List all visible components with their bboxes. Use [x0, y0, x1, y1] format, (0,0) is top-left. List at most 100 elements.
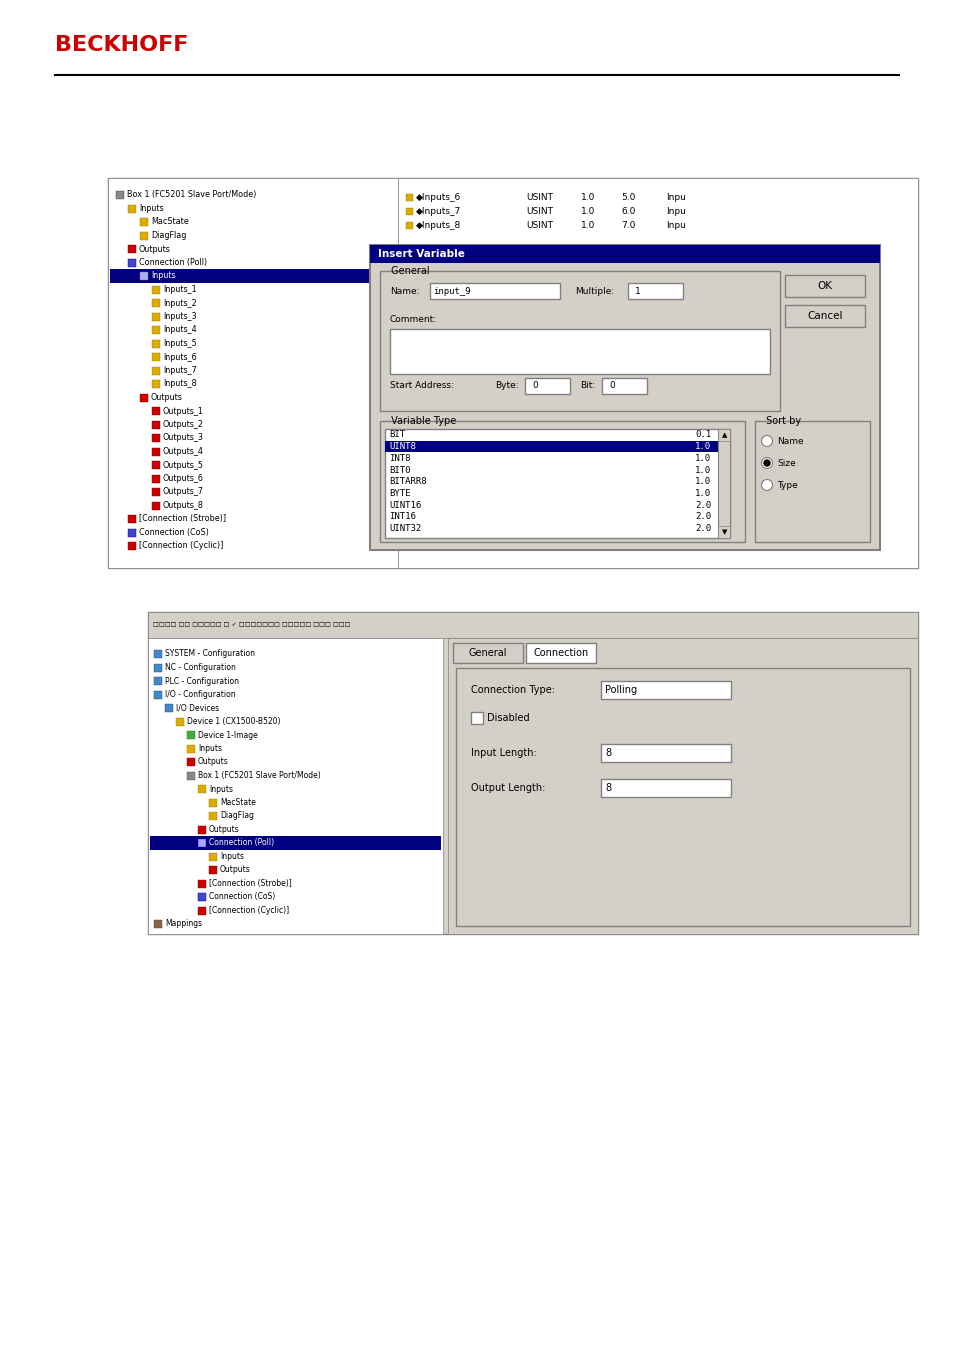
FancyBboxPatch shape	[152, 461, 160, 469]
Text: I/O Devices: I/O Devices	[175, 704, 219, 712]
Text: ◆Inputs_8: ◆Inputs_8	[416, 220, 460, 230]
FancyBboxPatch shape	[148, 612, 917, 934]
FancyBboxPatch shape	[525, 643, 596, 663]
Text: Outputs: Outputs	[139, 245, 171, 254]
Text: MacState: MacState	[220, 798, 255, 807]
FancyBboxPatch shape	[718, 430, 729, 538]
FancyBboxPatch shape	[754, 422, 869, 542]
Text: I/O - Configuration: I/O - Configuration	[165, 690, 235, 698]
Text: [Connection (Cyclic)]: [Connection (Cyclic)]	[209, 907, 289, 915]
Text: Outputs_4: Outputs_4	[163, 447, 204, 457]
FancyBboxPatch shape	[379, 422, 744, 542]
Text: Inputs_8: Inputs_8	[163, 380, 196, 389]
Text: 1.0: 1.0	[695, 454, 710, 463]
FancyBboxPatch shape	[370, 245, 879, 550]
FancyBboxPatch shape	[152, 380, 160, 388]
Text: Inputs: Inputs	[139, 204, 164, 213]
FancyBboxPatch shape	[108, 178, 917, 567]
FancyBboxPatch shape	[430, 282, 559, 299]
Text: INT8: INT8	[389, 454, 410, 463]
Text: INT16: INT16	[389, 512, 416, 521]
Text: Device 1 (CX1500-B520): Device 1 (CX1500-B520)	[187, 717, 280, 725]
Text: Outputs: Outputs	[220, 866, 251, 874]
FancyBboxPatch shape	[152, 474, 160, 482]
Text: 6.0: 6.0	[620, 207, 635, 216]
FancyBboxPatch shape	[718, 526, 729, 538]
FancyBboxPatch shape	[600, 780, 730, 797]
FancyBboxPatch shape	[198, 893, 206, 901]
Text: Device 1-Image: Device 1-Image	[198, 731, 257, 739]
FancyBboxPatch shape	[198, 880, 206, 888]
Text: Connection: Connection	[533, 648, 588, 658]
Text: 2.0: 2.0	[695, 512, 710, 521]
FancyBboxPatch shape	[148, 612, 917, 638]
FancyBboxPatch shape	[187, 771, 194, 780]
FancyBboxPatch shape	[187, 744, 194, 753]
FancyBboxPatch shape	[128, 528, 136, 536]
Text: BIT: BIT	[389, 431, 405, 439]
Text: USINT: USINT	[525, 192, 553, 201]
FancyBboxPatch shape	[175, 717, 184, 725]
FancyBboxPatch shape	[600, 744, 730, 762]
FancyBboxPatch shape	[600, 681, 730, 698]
FancyBboxPatch shape	[148, 638, 442, 934]
Circle shape	[763, 459, 769, 466]
FancyBboxPatch shape	[370, 245, 879, 263]
Text: Inputs_4: Inputs_4	[163, 326, 196, 335]
FancyBboxPatch shape	[718, 430, 729, 440]
Text: Disabled: Disabled	[486, 713, 529, 723]
FancyBboxPatch shape	[406, 222, 413, 230]
Text: 1.0: 1.0	[695, 466, 710, 474]
Text: Inputs: Inputs	[209, 785, 233, 793]
FancyBboxPatch shape	[128, 245, 136, 253]
FancyBboxPatch shape	[110, 269, 395, 282]
FancyBboxPatch shape	[471, 712, 482, 724]
Text: Name:: Name:	[390, 286, 419, 296]
Text: USINT: USINT	[525, 220, 553, 230]
FancyBboxPatch shape	[784, 305, 864, 327]
FancyBboxPatch shape	[397, 178, 917, 567]
Text: Input Length:: Input Length:	[471, 748, 537, 758]
Text: 8: 8	[604, 748, 611, 758]
Text: 1.0: 1.0	[695, 477, 710, 486]
Text: Inputs_5: Inputs_5	[163, 339, 196, 349]
Text: [Connection (Cyclic)]: [Connection (Cyclic)]	[139, 542, 223, 550]
Text: 1.0: 1.0	[580, 192, 595, 201]
FancyBboxPatch shape	[448, 638, 917, 934]
FancyBboxPatch shape	[152, 326, 160, 334]
FancyBboxPatch shape	[385, 440, 718, 453]
Text: Start Address:: Start Address:	[390, 381, 454, 390]
Text: Connection (Poll): Connection (Poll)	[209, 839, 274, 847]
Text: Inputs_6: Inputs_6	[163, 353, 196, 362]
Text: Polling: Polling	[604, 685, 637, 694]
Text: 1: 1	[635, 286, 640, 296]
Text: 5.0: 5.0	[620, 192, 635, 201]
FancyBboxPatch shape	[406, 208, 413, 215]
Circle shape	[760, 458, 772, 469]
Text: Inputs: Inputs	[198, 744, 222, 753]
FancyBboxPatch shape	[152, 407, 160, 415]
Text: Inputs_1: Inputs_1	[163, 285, 196, 295]
Text: ◆Inputs_6: ◆Inputs_6	[416, 192, 460, 201]
Text: Size: Size	[776, 458, 795, 467]
Text: BYTE: BYTE	[389, 489, 410, 499]
Text: USINT: USINT	[525, 207, 553, 216]
Text: MacState: MacState	[151, 218, 189, 227]
Text: input_9: input_9	[433, 286, 470, 296]
Text: Inpu: Inpu	[665, 207, 685, 216]
FancyBboxPatch shape	[116, 190, 124, 199]
FancyBboxPatch shape	[153, 920, 162, 928]
Text: Outputs: Outputs	[151, 393, 183, 403]
FancyBboxPatch shape	[152, 488, 160, 496]
FancyBboxPatch shape	[153, 677, 162, 685]
Text: Outputs_7: Outputs_7	[163, 488, 204, 497]
Text: 1.0: 1.0	[695, 489, 710, 499]
FancyBboxPatch shape	[152, 285, 160, 293]
FancyBboxPatch shape	[456, 667, 909, 925]
FancyBboxPatch shape	[627, 282, 682, 299]
Text: BECKHOFF: BECKHOFF	[55, 35, 188, 55]
Text: BITARR8: BITARR8	[389, 477, 426, 486]
Text: Outputs_3: Outputs_3	[163, 434, 204, 443]
FancyBboxPatch shape	[198, 907, 206, 915]
Text: Inpu: Inpu	[665, 220, 685, 230]
